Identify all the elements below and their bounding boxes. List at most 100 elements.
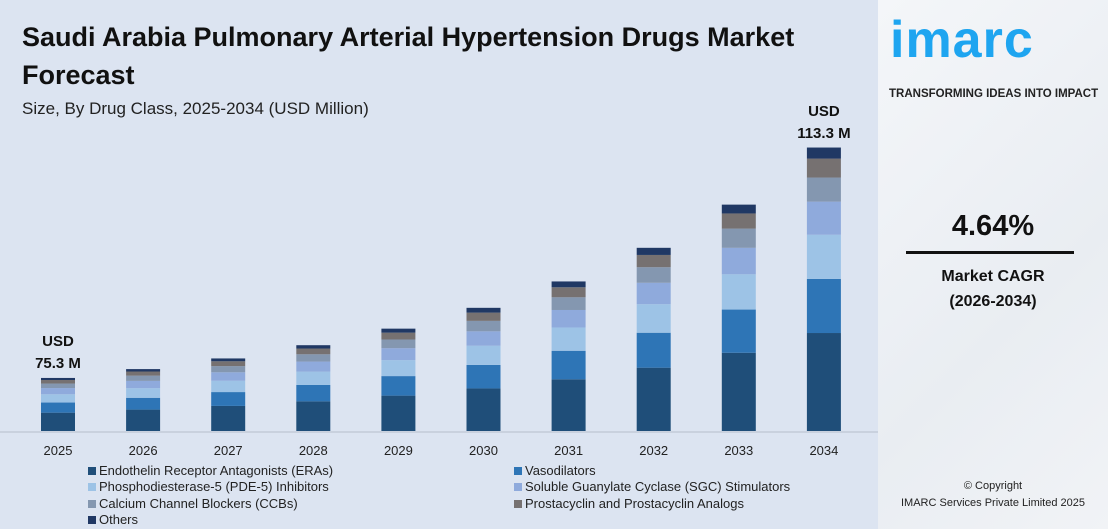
bar-segment [126, 369, 161, 372]
bar-segment [381, 376, 416, 396]
bar-segment [296, 348, 331, 355]
x-tick-label: 2029 [384, 443, 413, 458]
bar-segment [211, 392, 246, 406]
bar-segment [806, 234, 841, 279]
value-label: 75.3 M [35, 355, 81, 372]
cagr-divider [906, 251, 1074, 254]
bar-segment [721, 352, 756, 431]
bar-segment [381, 339, 416, 349]
bar-segment [41, 383, 75, 389]
bar-segment [41, 394, 75, 403]
bar-segment [41, 377, 75, 381]
legend-label: Vasodilators [525, 463, 596, 478]
chart-subtitle: Size, By Drug Class, 2025-2034 (USD Mill… [22, 99, 369, 118]
bar-segment [806, 278, 841, 334]
bar-segment [806, 147, 841, 159]
bar-segment [381, 360, 416, 377]
x-tick-label: 2028 [299, 443, 328, 458]
bar-segment [126, 375, 161, 381]
bar-segment [551, 281, 586, 288]
bar-segment [636, 304, 671, 333]
legend-item: Phosphodiesterase-5 (PDE-5) Inhibitors [88, 479, 329, 495]
imarc-logo: imarc [890, 11, 1034, 69]
legend-label: Soluble Guanylate Cyclase (SGC) Stimulat… [525, 479, 791, 495]
value-label: USD [42, 333, 74, 350]
bar-segment [296, 371, 331, 385]
copyright-line1: © Copyright [963, 480, 1023, 492]
bar-segment [296, 345, 331, 349]
bar-segment [551, 327, 586, 351]
bar-segment [466, 331, 501, 346]
bar-segment [466, 364, 501, 389]
cagr-label: Market CAGR [941, 268, 1045, 285]
cagr-value: 4.64% [951, 210, 1035, 242]
bar-segment [381, 395, 416, 431]
legend-item: Soluble Guanylate Cyclase (SGC) Stimulat… [514, 479, 790, 495]
bar-segment [296, 361, 331, 372]
bar-segment [721, 213, 756, 229]
bar-segment [636, 367, 671, 431]
bar-segment [466, 312, 501, 321]
legend-item: Calcium Channel Blockers (CCBs) [88, 496, 298, 512]
bar-segment [41, 380, 75, 384]
bar-segment [41, 412, 75, 431]
bar-segment [636, 247, 671, 255]
legend-swatch [514, 467, 522, 475]
bar-segment [211, 405, 246, 431]
bar-segment [636, 282, 671, 305]
bar-segment [721, 274, 756, 310]
bar-segment [636, 267, 671, 283]
legend-swatch [514, 483, 522, 492]
bar-segment [126, 371, 161, 376]
info-panel: imarc TRANSFORMING IDEAS INTO IMPACT 4.6… [878, 0, 1108, 529]
legend-label: Calcium Channel Blockers (CCBs) [99, 495, 298, 511]
bar-segment [211, 372, 246, 381]
legend-swatch [88, 499, 96, 508]
logo-tagline: TRANSFORMING IDEAS INTO IMPACT [889, 88, 1099, 100]
bar-segment [296, 384, 331, 402]
legend-item: Prostacyclin and Prostacyclin Analogs [514, 496, 744, 512]
bar-segment [466, 388, 501, 431]
bar-segment [126, 397, 161, 410]
legend-label: Endothelin Receptor Antagonists (ERAs) [99, 463, 334, 478]
bar-segment [466, 320, 501, 332]
bar-segment [126, 388, 161, 398]
bar-segment [551, 287, 586, 298]
bar-segment [721, 228, 756, 248]
legend-swatch [88, 467, 96, 475]
bar-chart: 2025 USD 75.3 M 2026 2027 2028 2029 2030 2031 203… [0, 103, 878, 458]
bar-segment [636, 254, 671, 268]
bar-segment [126, 380, 161, 389]
bar-segment [381, 348, 416, 361]
bar-segment [806, 333, 841, 431]
x-tick-label: 2030 [469, 443, 498, 458]
legend-item: Endothelin Receptor Antagonists (ERAs) [88, 463, 333, 479]
bar-segment [551, 309, 586, 328]
bar-segment [551, 379, 586, 431]
bar-segment [721, 204, 756, 214]
x-tick-label: 2033 [724, 443, 753, 458]
x-tick-label: 2026 [129, 443, 158, 458]
legend-label: Prostacyclin and Prostacyclin Analogs [525, 495, 744, 511]
legend-swatch [88, 515, 96, 524]
chart-panel: Saudi Arabia Pulmonary Arterial Hyperten… [0, 22, 878, 528]
bar-segment [806, 201, 841, 235]
bar-segment [211, 358, 246, 362]
x-tick-label: 2034 [809, 443, 838, 458]
bar-segment [466, 307, 501, 313]
bar-segment [126, 409, 161, 431]
bar-segment [296, 401, 331, 431]
bar-segment [211, 361, 246, 367]
legend-swatch [514, 499, 522, 508]
bar-segment [551, 297, 586, 310]
legend-label: Others [99, 511, 139, 527]
value-label: 113.3 M [797, 125, 850, 142]
x-tick-label: 2025 [44, 443, 73, 458]
bar-segment [721, 309, 756, 353]
bar-segment [636, 332, 671, 368]
legend-swatch [88, 483, 96, 492]
bar-segment [41, 402, 75, 413]
legend-item: Others [88, 512, 138, 528]
bar-segment [806, 177, 841, 202]
